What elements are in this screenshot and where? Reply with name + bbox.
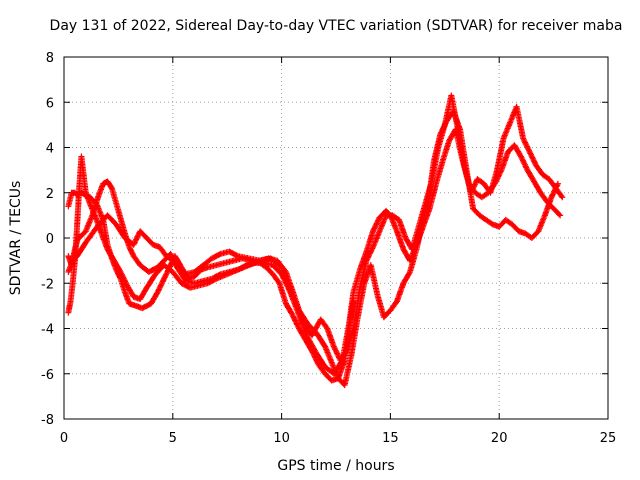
series-arc-2 [65, 126, 564, 377]
chart-title: Day 131 of 2022, Sidereal Day-to-day VTE… [50, 18, 623, 34]
y-tick-label: 4 [46, 142, 54, 157]
x-tick-label: 20 [491, 431, 508, 446]
series-arc-4 [65, 92, 566, 364]
data-point [161, 275, 168, 282]
x-axis-label: GPS time / hours [277, 458, 394, 474]
series-trace-markers [65, 94, 565, 362]
y-tick-label: 0 [46, 232, 54, 247]
y-tick-label: -4 [41, 323, 54, 338]
x-tick-label: 0 [60, 431, 68, 446]
x-tick-label: 10 [273, 431, 290, 446]
series-trace-markers [65, 127, 562, 376]
y-tick-label: 6 [46, 96, 54, 111]
x-tick-label: 25 [600, 431, 617, 446]
grid [64, 57, 608, 419]
y-tick-label: -6 [41, 368, 54, 383]
y-tick-label: 8 [46, 51, 54, 66]
axis-ticks: 0 5 10 15 20 25 -8 -6 -4 -2 0 2 4 6 8 [41, 51, 616, 446]
y-tick-label: 2 [46, 187, 54, 202]
x-tick-label: 15 [382, 431, 399, 446]
y-axis-label: SDTVAR / TECUs [8, 181, 24, 296]
y-tick-label: -8 [41, 413, 54, 428]
data-points [65, 92, 566, 389]
x-tick-label: 5 [169, 431, 177, 446]
y-tick-label: -2 [41, 277, 54, 292]
data-point [526, 149, 533, 156]
